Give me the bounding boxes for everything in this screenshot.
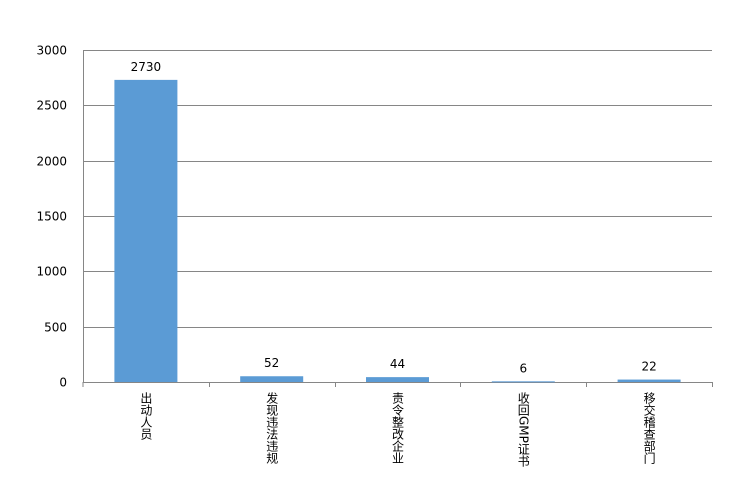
bar <box>491 381 555 383</box>
data-label: 6 <box>519 361 527 375</box>
bar <box>240 376 304 382</box>
y-tick-label: 500 <box>44 321 67 335</box>
x-tick-label: 责令整改企业 <box>390 392 405 464</box>
bar <box>617 379 681 382</box>
data-label: 52 <box>264 356 279 370</box>
x-tick-label: 出动人员 <box>138 392 153 440</box>
y-tick-label: 0 <box>59 376 67 390</box>
bar <box>366 377 429 382</box>
y-tick-label: 2500 <box>36 99 67 113</box>
x-tick-label: 移交稽查部门 <box>642 392 657 464</box>
data-label: 22 <box>641 360 656 374</box>
x-tick-label: 发现违法违规 <box>264 392 279 464</box>
y-tick-label: 1500 <box>36 210 67 224</box>
bar <box>114 79 178 382</box>
data-label: 2730 <box>131 60 162 74</box>
y-tick-label: 3000 <box>36 44 67 58</box>
y-tick-label: 1000 <box>36 265 67 279</box>
x-tick-label: 收回GMP证书 <box>516 392 531 467</box>
y-tick-label: 2000 <box>36 155 67 169</box>
data-label: 44 <box>390 357 405 371</box>
